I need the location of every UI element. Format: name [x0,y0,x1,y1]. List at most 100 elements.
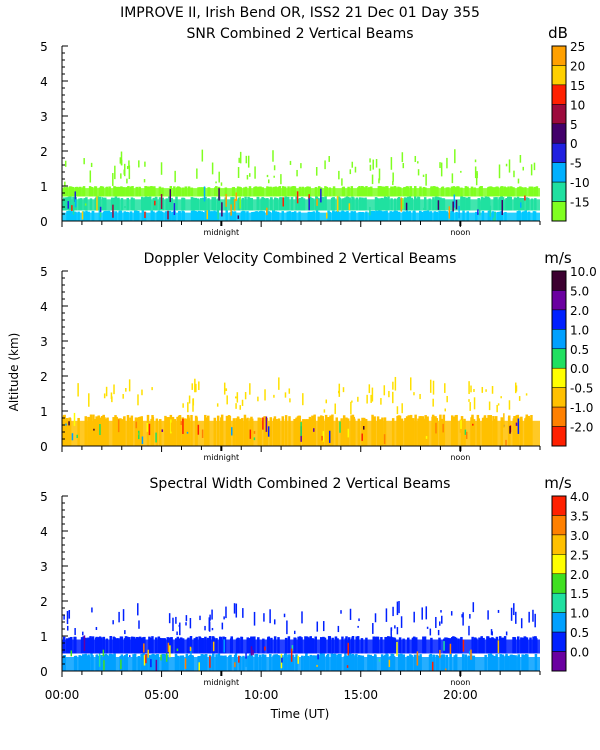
data-cell [165,653,168,662]
figure-header: IMPROVE II, Irish Bend OR, ISS2 21 Dec 0… [120,5,480,21]
colorbar-swatch [551,65,567,86]
data-cell [350,401,352,415]
data-cell [129,655,131,658]
data-cell [437,200,440,210]
data-cell [378,168,381,181]
data-cell [144,161,146,167]
data-cell [390,157,393,170]
data-cell [405,202,408,211]
data-cell [441,615,443,624]
data-cell [245,656,247,667]
data-cell [347,642,349,656]
data-cell [505,163,508,167]
data-cell [349,169,352,175]
data-cell [497,609,500,613]
data-cell [440,162,443,177]
data-cell [452,645,454,654]
data-cell [473,388,475,392]
data-cell [155,659,158,671]
data-cell [122,609,125,621]
x-tick-label: 00:00 [45,688,80,702]
data-cell [144,211,146,219]
data-cell [491,385,494,394]
data-cell [226,395,228,405]
data-cell [264,389,266,401]
data-cell [519,202,522,208]
data-cell [388,390,390,398]
colorbar-label: 1.0 [570,607,589,621]
data-cell [71,205,73,212]
data-cell [206,210,209,220]
data-cell [145,654,147,664]
data-cell [233,198,236,211]
data-cell [170,422,173,432]
data-cell [273,175,275,178]
data-layer [62,657,540,671]
data-cell [128,379,131,392]
data-cell [501,200,504,216]
data-cell [297,655,299,664]
data-cell [322,431,325,442]
data-cell [468,381,470,395]
data-cell [432,380,435,395]
data-cell [89,170,92,183]
colorbar-swatch [551,573,567,594]
data-cell [347,428,350,438]
data-cell [211,627,214,631]
data-cell [124,205,126,208]
data-cell [117,419,120,433]
data-cell [184,658,187,669]
data-cell [151,387,153,391]
data-marks [62,601,540,671]
x-tick-label: 15:00 [343,688,378,702]
data-cell [371,174,374,185]
panel-snr: SNR Combined 2 Vertical Beams dB 0 1 2 3 4 5 mid… [40,24,589,237]
data-cell [487,610,489,620]
data-cell [238,655,240,663]
data-marks [62,149,540,221]
data-cell [460,170,462,173]
data-cell [187,402,189,413]
data-cell [462,639,465,652]
colorbar-label: 5 [570,118,578,132]
colorbar-label: -10 [570,176,590,190]
colorbar: 25 20 15 10 5 0 -5 -10 -15 [551,40,590,222]
data-cell [209,656,211,668]
data-cell [326,212,328,219]
data-cell [450,611,453,616]
data-cell [254,166,256,179]
data-cell [425,173,427,186]
colorbar-label: 15 [570,79,585,93]
colorbar-label: 3.5 [570,509,589,523]
data-cell [485,389,487,392]
data-cell [147,649,149,658]
data-cell [64,655,66,664]
data-cell [169,189,172,203]
data-cell [63,614,65,620]
data-cell [253,611,256,626]
colorbar: 10.0 5.0 2.0 1.0 0.5 0.0 -0.5 -1.0 -2.0 [551,265,597,447]
data-cell [357,625,359,628]
data-cell [76,434,78,439]
data-cell [509,426,511,434]
data-cell [351,400,353,403]
data-cell [394,376,397,391]
data-cell [357,396,359,402]
data-cell [185,615,188,622]
data-cell [244,392,247,400]
data-cell [437,629,440,636]
data-cell [494,211,496,221]
data-cell [96,196,98,211]
y-tick-label: 2 [40,145,48,159]
data-cell [425,606,428,620]
data-cell [123,169,125,175]
data-cell [515,611,517,624]
data-cell [513,170,515,178]
data-cell [470,385,472,393]
data-cell [264,646,266,651]
data-cell [508,159,511,173]
data-cell [180,421,182,426]
data-cell [64,181,66,186]
data-cell [137,394,139,406]
